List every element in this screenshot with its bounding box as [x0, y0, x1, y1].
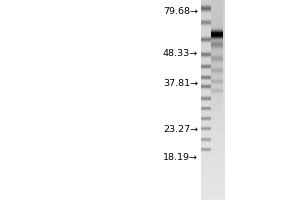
Text: 48.33→: 48.33→: [163, 48, 198, 58]
Text: 37.81→: 37.81→: [163, 79, 198, 88]
Text: 23.27→: 23.27→: [163, 126, 198, 134]
Text: 79.68→: 79.68→: [163, 6, 198, 16]
Text: 18.19→: 18.19→: [163, 154, 198, 162]
